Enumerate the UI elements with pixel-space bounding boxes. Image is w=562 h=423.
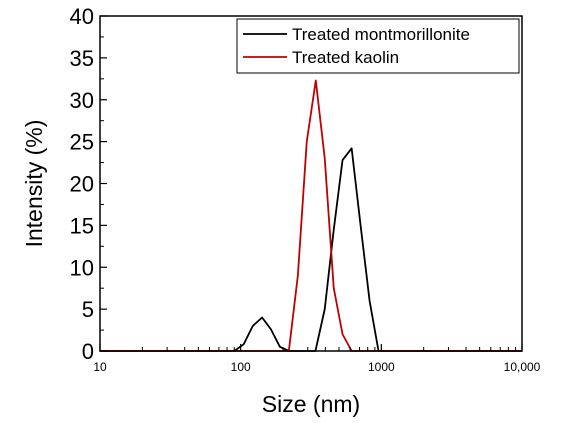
series-line-treated-montmorillonite — [100, 147, 522, 352]
series-layer — [100, 79, 522, 352]
x-tick-label: 1000 — [368, 360, 395, 374]
y-tick-label: 25 — [70, 130, 94, 155]
x-tick-label: 100 — [231, 360, 251, 374]
x-tick-label: 10 — [93, 360, 107, 374]
legend-box — [236, 18, 520, 74]
y-axis-title: Intensity (%) — [21, 120, 47, 248]
y-tick-label: 35 — [70, 46, 94, 71]
y-tick-label: 10 — [70, 255, 94, 280]
y-tick-label: 15 — [70, 213, 94, 238]
y-tick-label: 0 — [82, 339, 94, 364]
series-line-treated-kaolin — [100, 79, 522, 352]
y-tick-label: 20 — [70, 172, 94, 197]
y-tick-label: 5 — [82, 297, 94, 322]
legend: Treated montmorillonite Treated kaolin — [236, 18, 520, 74]
x-tick-label: 10,000 — [504, 360, 541, 374]
legend-label-treated-montmorillonite: Treated montmorillonite — [292, 25, 470, 44]
legend-label-treated-kaolin: Treated kaolin — [292, 48, 399, 67]
x-axis-title: Size (nm) — [262, 391, 360, 417]
y-axis: 0 5 10 15 20 25 30 35 40 — [70, 4, 107, 364]
x-axis: 10 100 1000 10,000 — [93, 344, 541, 374]
y-tick-label: 30 — [70, 88, 94, 113]
y-tick-label: 40 — [70, 4, 94, 29]
